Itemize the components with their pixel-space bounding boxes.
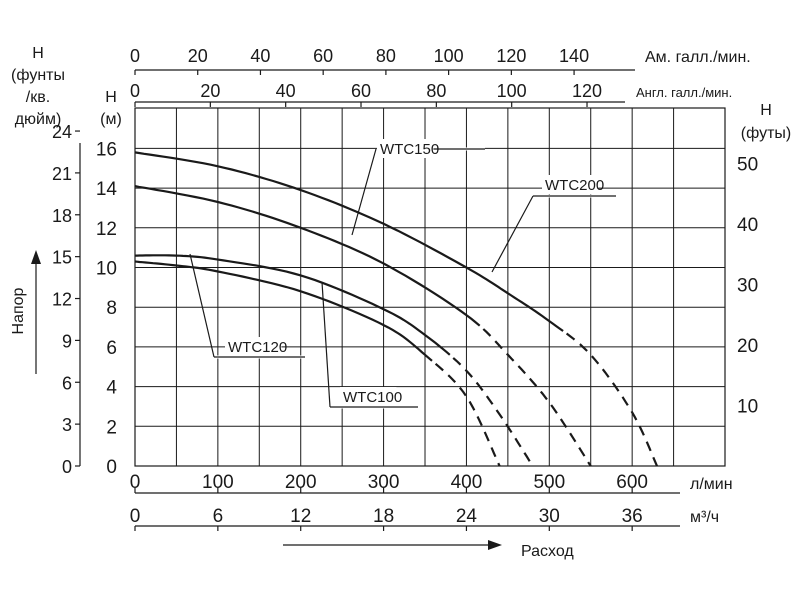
top-ukgpm-tick-label: 60: [351, 81, 371, 101]
label-bg-wtc200: [542, 175, 599, 194]
left-m-tick-label: 14: [96, 179, 118, 200]
curve-wtc150-dashed: [482, 328, 592, 467]
top-ukgpm-tick-label: 120: [572, 81, 602, 101]
bottom-m3h-tick-label: 18: [373, 506, 394, 527]
left-psi-tick-label: 6: [62, 373, 72, 393]
top-usgpm-tick-label: 20: [188, 46, 208, 66]
top-ukgpm-tick-label: 100: [497, 81, 527, 101]
top-ukgpm-tick-label: 0: [130, 81, 140, 101]
label-bg-wtc150: [377, 139, 434, 158]
curve-wtc200-solid: [134, 151, 564, 332]
bottom-lpm-tick-label: 300: [368, 472, 400, 493]
bottom-lpm-tick-label: 500: [533, 472, 565, 493]
right-ft-tick-label: 50: [737, 154, 758, 175]
top-usgpm-unit: Ам. галл./мин.: [645, 49, 751, 66]
left-m-axis-title-line-2: (м): [100, 111, 122, 128]
series-label-wtc100: WTC100: [343, 389, 402, 406]
right-ft-tick-label: 40: [737, 215, 758, 236]
series-leaders: WTC150 WTC200 WTC120 WTC100: [189, 139, 616, 409]
left-psi-axis-title-line-1: H: [32, 45, 44, 62]
bottom-m3h-tick-label: 36: [622, 506, 643, 527]
left-m-tick-label: 6: [106, 338, 117, 359]
top-usgpm-tick-label: 140: [559, 46, 589, 66]
left-m-tick-label: 16: [96, 139, 117, 160]
left-m-axis-title-line-1: H: [105, 89, 117, 106]
series-label-wtc150: WTC150: [380, 141, 439, 158]
left-m-tick-label: 2: [106, 417, 117, 438]
left-m-tick-label: 0: [106, 457, 117, 478]
bottom-m3h-tick-label: 30: [539, 506, 560, 527]
left-psi-tick-label: 0: [62, 457, 72, 477]
bottom-m3h-tick-label: 12: [290, 506, 311, 527]
bottom-m3h-tick-label: 24: [456, 506, 478, 527]
left-psi-axis-title-line-2: (фунты: [11, 67, 65, 84]
top-ukgpm-tick-label: 20: [200, 81, 220, 101]
series-label-wtc200: WTC200: [545, 177, 604, 194]
left-psi-tick-label: 12: [52, 290, 72, 310]
left-m-tick-label: 12: [96, 219, 117, 240]
top-ukgpm-unit: Англ. галл./мин.: [636, 85, 732, 100]
right-ft-tick-label: 30: [737, 275, 758, 296]
leader-line-wtc120: [189, 253, 215, 358]
left-psi-tick-label: 18: [52, 206, 72, 226]
curve-wtc200-dashed: [565, 332, 659, 467]
leader-line-wtc200: [491, 195, 534, 273]
bottom-lpm-tick-label: 100: [202, 472, 234, 493]
top-ukgpm-tick-label: 40: [276, 81, 296, 101]
curve-wtc120-dashed: [452, 357, 534, 467]
left-psi-tick-label: 21: [52, 164, 72, 184]
top-usgpm-tick-label: 40: [250, 46, 270, 66]
plot-frame: [134, 107, 726, 467]
grid-lines: [135, 108, 725, 466]
left-psi-tick-label: 3: [62, 415, 72, 435]
leader-line-wtc150: [351, 148, 377, 236]
left-psi-tick-label: 9: [62, 331, 72, 351]
head-arrow-head: [31, 250, 41, 264]
curve-wtc150-solid: [134, 185, 481, 327]
bottom-lpm-tick-label: 400: [451, 472, 483, 493]
curves: [134, 151, 659, 467]
right-ft-tick-label: 20: [737, 336, 758, 357]
left-m-tick-label: 8: [106, 298, 117, 319]
right-ft-axis-title-line-1: H: [760, 102, 772, 119]
top-usgpm-tick-label: 80: [376, 46, 396, 66]
bottom-lpm-tick-label: 200: [285, 472, 317, 493]
top-ukgpm-tick-label: 80: [426, 81, 446, 101]
right-ft-tick-label: 10: [737, 396, 758, 417]
bottom-lpm-tick-label: 0: [130, 472, 141, 493]
curve-wtc100-dashed: [434, 362, 501, 467]
left-psi-tick-label: 24: [52, 122, 72, 142]
leader-line-wtc100: [321, 281, 331, 408]
bottom-m3h-tick-label: 6: [213, 506, 224, 527]
curve-wtc100-solid: [134, 260, 433, 362]
y-axis-title: Напор: [10, 287, 27, 334]
left-psi-tick-label: 15: [52, 248, 72, 268]
x-axis-title: Расход: [521, 543, 574, 560]
bottom-m3h-tick-label: 0: [130, 506, 141, 527]
left-m-tick-label: 10: [96, 259, 117, 280]
label-bg-wtc120: [225, 337, 282, 356]
series-label-wtc120: WTC120: [228, 339, 287, 356]
right-ft-axis-title-line-2: (футы): [741, 125, 791, 142]
left-m-tick-label: 4: [106, 378, 117, 399]
label-bg-wtc100: [340, 387, 397, 406]
left-psi-axis-title-line-3: /кв.: [26, 89, 50, 106]
flow-arrow-head: [488, 540, 502, 550]
bottom-lpm-tick-label: 600: [616, 472, 648, 493]
bottom-lpm-unit: л/мин: [690, 476, 733, 493]
top-usgpm-tick-label: 0: [130, 46, 140, 66]
top-usgpm-tick-label: 60: [313, 46, 333, 66]
top-usgpm-tick-label: 100: [434, 46, 464, 66]
top-usgpm-tick-label: 120: [496, 46, 526, 66]
left-psi-axis-title-line-4: дюйм): [15, 111, 62, 128]
curve-wtc120-solid: [135, 254, 451, 356]
bottom-m3h-unit: м³/ч: [690, 509, 719, 526]
